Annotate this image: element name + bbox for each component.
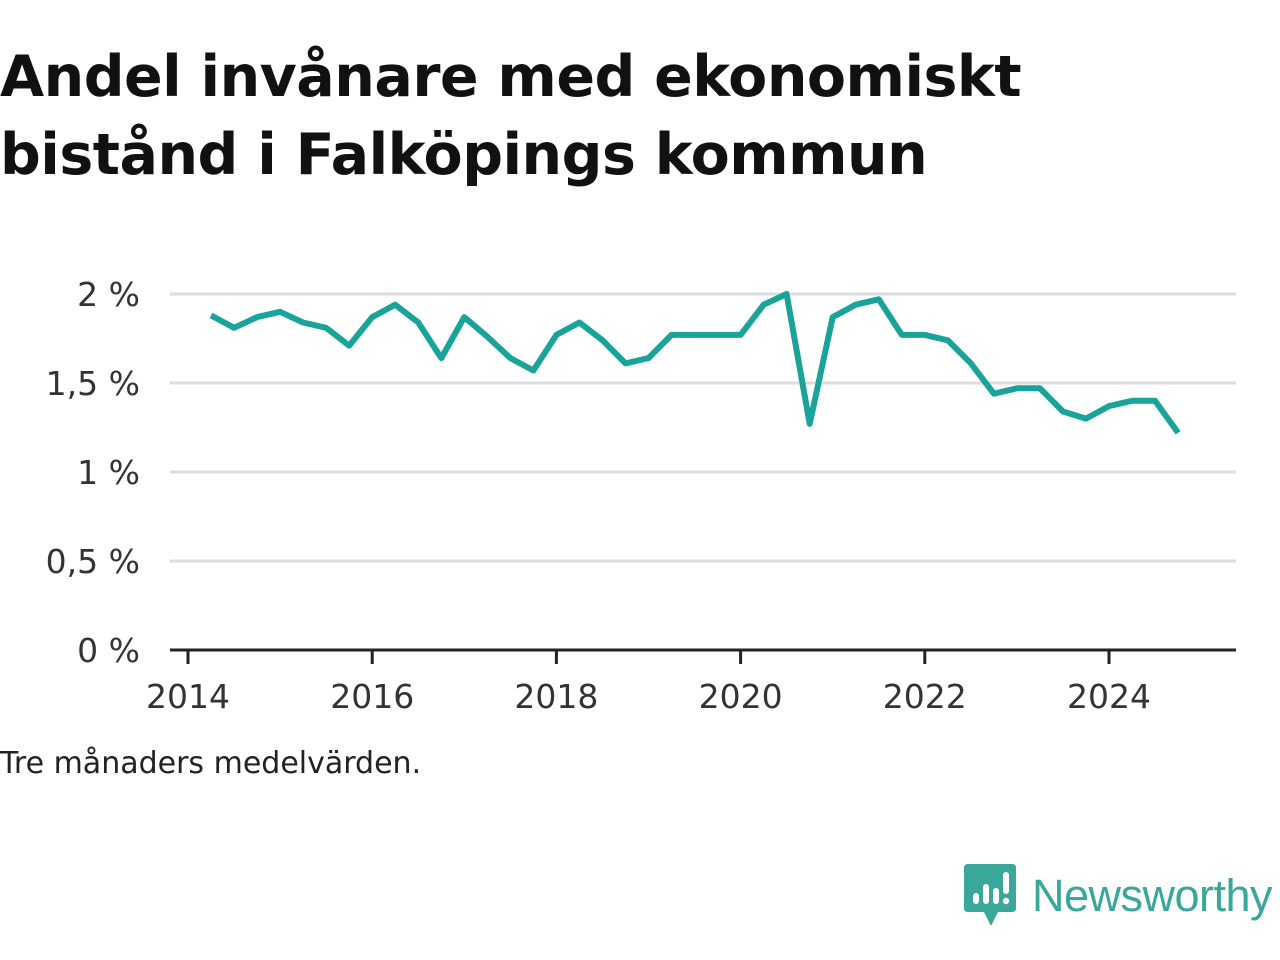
x-tick-label: 2024 — [1067, 677, 1151, 716]
chart-note: Tre månaders medelvärden. — [0, 746, 422, 781]
y-tick-label: 1 % — [77, 453, 140, 492]
y-axis-tick-labels: 0 % 0,5 % 1 % 1,5 % 2 % — [46, 275, 140, 670]
gridlines — [170, 292, 1236, 563]
series-line — [209, 291, 1181, 435]
y-tick-label: 1,5 % — [46, 364, 140, 403]
brand-logo: Newsworthy — [964, 864, 1273, 928]
x-tick-label: 2020 — [699, 677, 783, 716]
bar-chart-speech-bubble-icon — [964, 864, 1016, 926]
y-tick-label: 0 % — [77, 631, 140, 670]
x-tick-label: 2022 — [883, 677, 967, 716]
line-chart: 0 % 0,5 % 1 % 1,5 % 2 % 2014 2016 2018 2020 2022… — [46, 275, 1236, 716]
x-tick-label: 2016 — [330, 677, 414, 716]
x-tick-label: 2018 — [514, 677, 598, 716]
y-tick-label: 0,5 % — [46, 542, 140, 581]
brand-name: Newsworthy — [1032, 870, 1273, 921]
chart-title: Andel invånare med ekonomiskt bistånd i … — [0, 44, 1022, 188]
x-tick-label: 2014 — [146, 677, 230, 716]
x-axis: 2014 2016 2018 2020 2022 2024 — [146, 650, 1151, 716]
y-tick-label: 2 % — [77, 275, 140, 314]
